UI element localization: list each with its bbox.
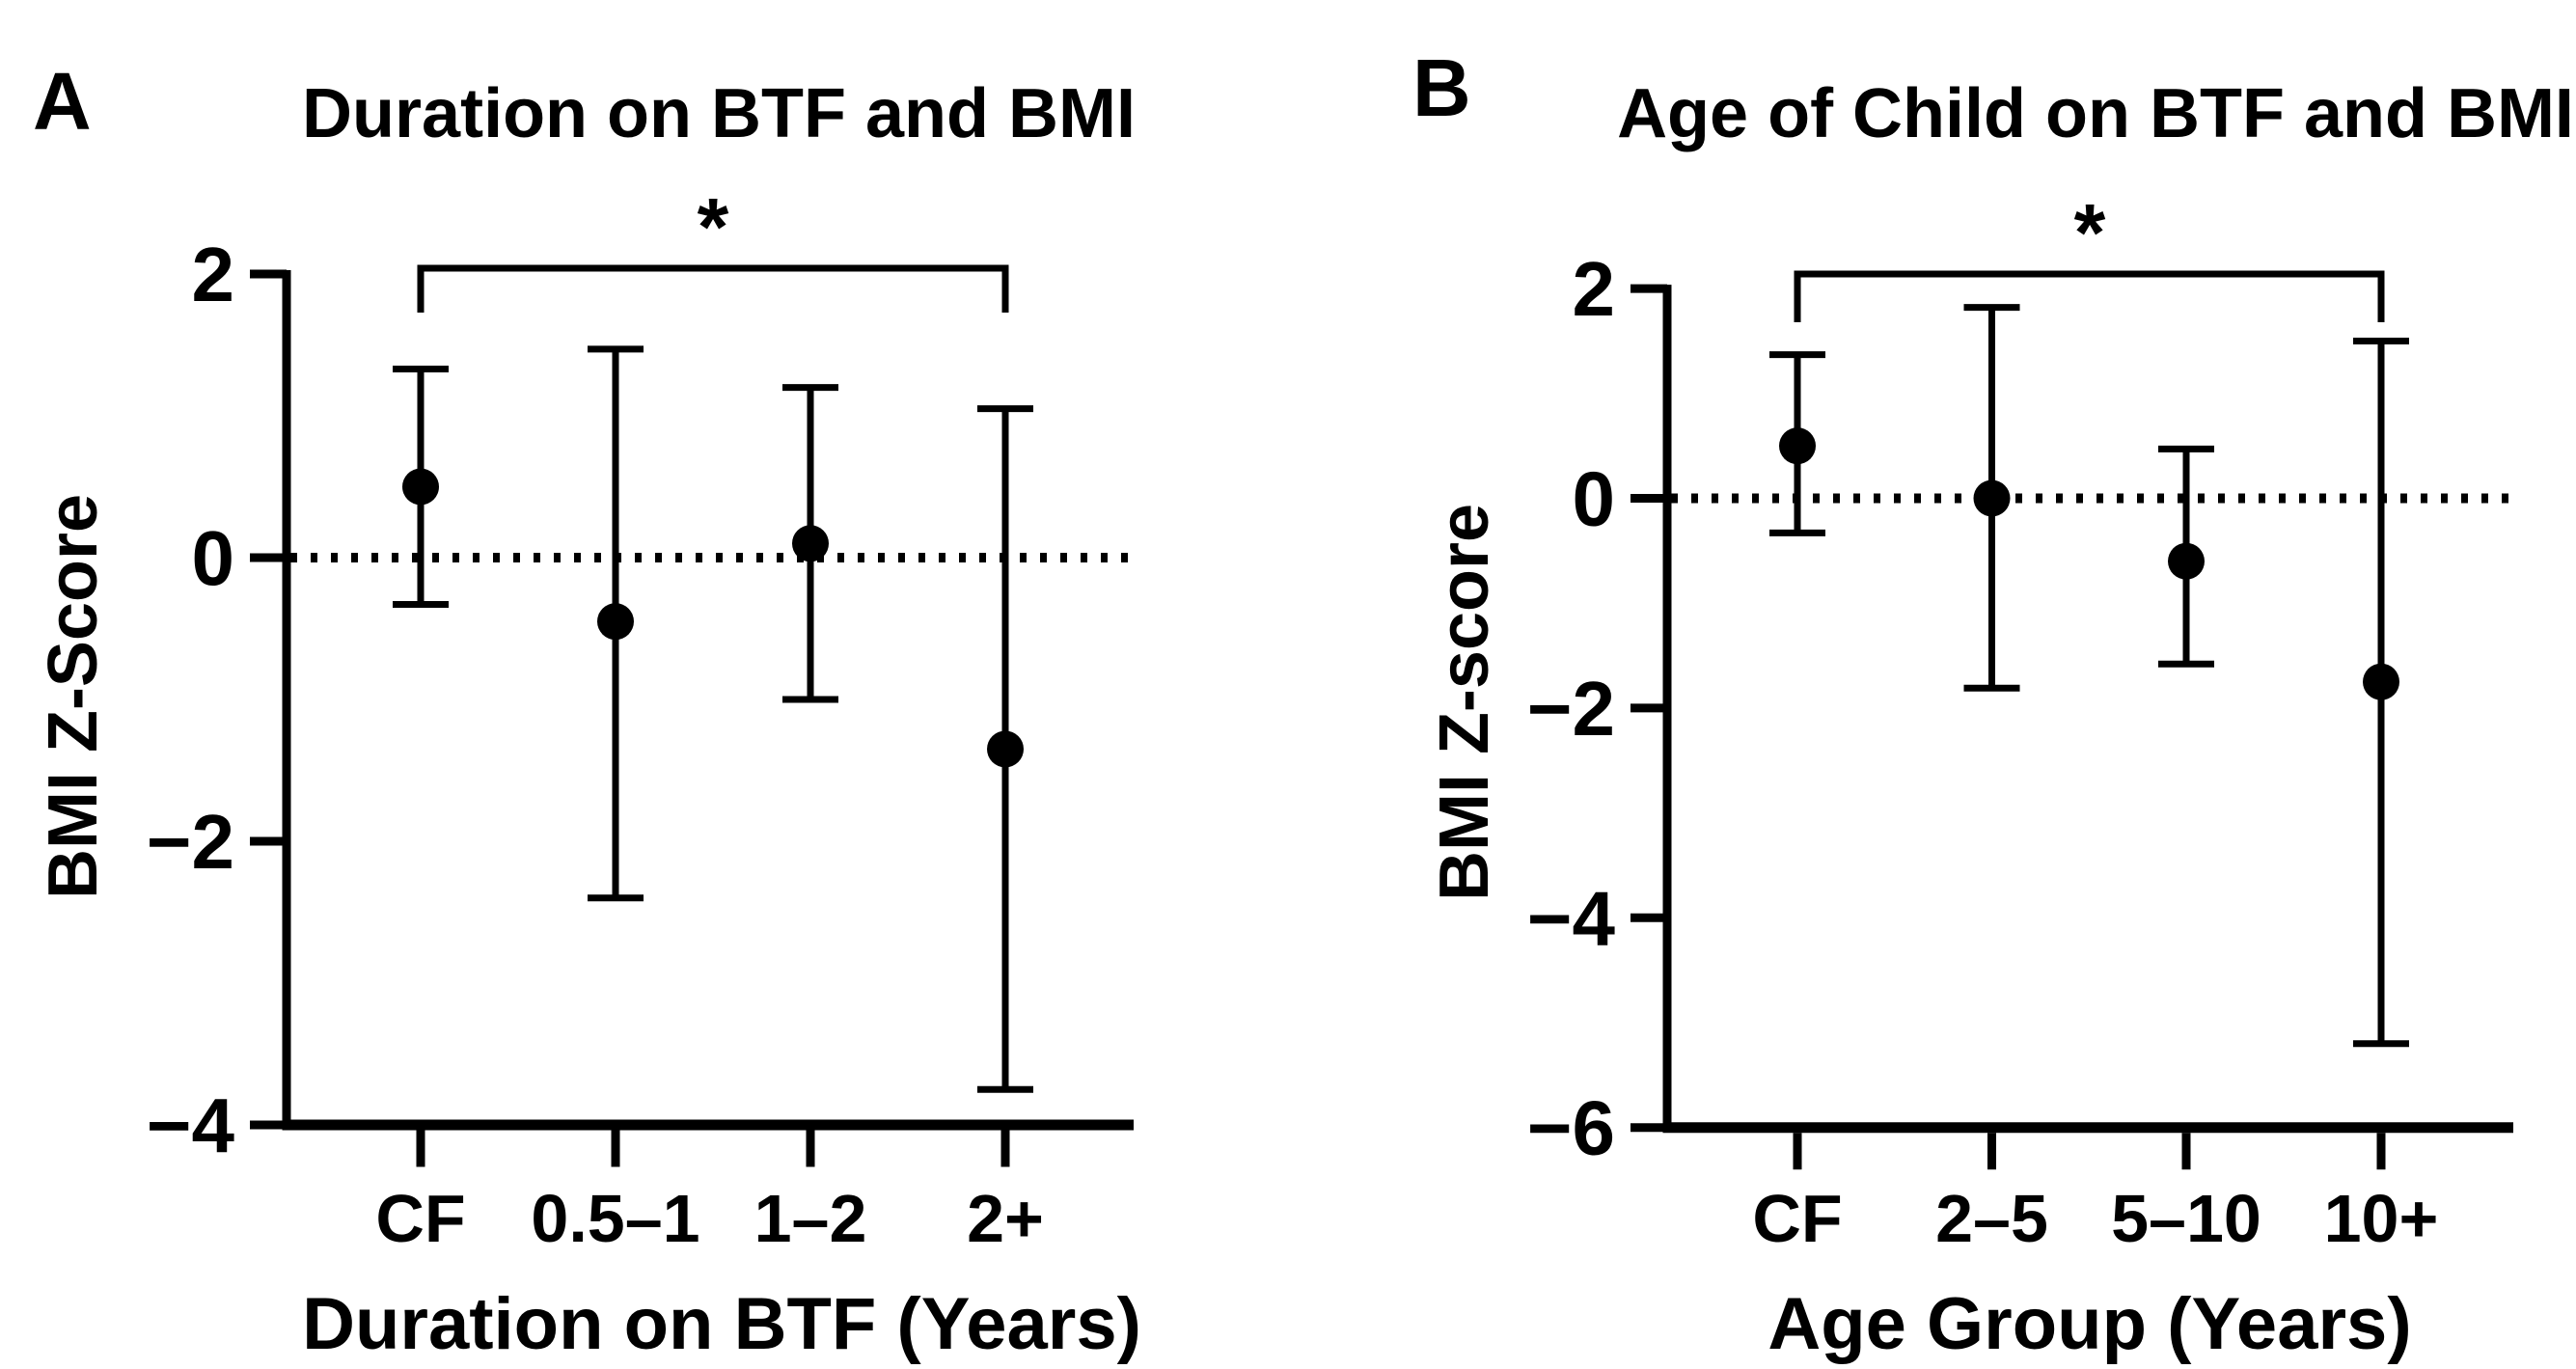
panel-a-x-axis-title: Duration on BTF (Years) xyxy=(302,1283,1141,1365)
panel-a-letter: A xyxy=(33,56,92,147)
y-tick-label: −4 xyxy=(1527,875,1616,961)
data-point-with-error-bar xyxy=(588,345,644,902)
mean-point xyxy=(1973,479,2011,517)
panel-b-plot-area: 2 0 −2 −4 −6 CF 2–5 5–10 10+ xyxy=(1527,246,2520,1256)
y-tick-label: 0 xyxy=(1573,456,1616,542)
data-point-with-error-bar xyxy=(393,365,449,609)
panel-a-y-axis-label: BMI Z-Score xyxy=(35,494,112,899)
y-tick-label: 2 xyxy=(1573,246,1616,332)
y-tick-label: −2 xyxy=(147,799,234,885)
panel-a-plot-area: 2 0 −2 −4 CF 0.5–1 1–2 2+ xyxy=(147,232,1140,1256)
x-tick-label: CF xyxy=(1752,1181,1842,1256)
panel-b-x-axis-title: Age Group (Years) xyxy=(1768,1283,2411,1365)
data-point-with-error-bar xyxy=(1963,304,2020,692)
data-point-with-error-bar xyxy=(782,384,838,703)
panel-b-title: Age of Child on BTF and BMI xyxy=(1617,75,2574,152)
y-tick-label: −2 xyxy=(1527,666,1615,752)
panel-a: A Duration on BTF and BMI BMI Z-Score Du… xyxy=(33,56,1141,1365)
x-tick-label: 2–5 xyxy=(1935,1181,2048,1256)
y-tick-label: −6 xyxy=(1527,1085,1615,1171)
data-point-with-error-bar xyxy=(2353,337,2409,1048)
panel-a-significance-star: * xyxy=(698,181,729,272)
mean-point xyxy=(987,730,1024,768)
y-tick-label: 2 xyxy=(192,232,235,317)
mean-point xyxy=(792,525,829,562)
data-point-with-error-bar xyxy=(2158,445,2214,668)
panel-b-letter: B xyxy=(1412,42,1471,133)
x-tick-label: 10+ xyxy=(2324,1181,2439,1256)
significance-bracket xyxy=(1794,270,2385,322)
mean-point xyxy=(2168,542,2205,580)
panel-b-significance-star: * xyxy=(2074,187,2106,278)
x-tick-label: 5–10 xyxy=(2111,1181,2261,1256)
x-tick-label: CF xyxy=(375,1181,465,1256)
y-tick-label: −4 xyxy=(147,1082,235,1168)
mean-point xyxy=(2363,663,2399,700)
panel-a-title: Duration on BTF and BMI xyxy=(302,75,1136,152)
mean-point xyxy=(402,468,439,506)
x-tick-label: 0.5–1 xyxy=(531,1181,699,1256)
mean-point xyxy=(597,603,634,641)
panel-b-y-axis-label: BMI Z-score xyxy=(1426,504,1503,901)
x-tick-label: 1–2 xyxy=(754,1181,867,1256)
significance-bracket xyxy=(417,264,1009,313)
y-tick-label: 0 xyxy=(192,515,235,601)
data-point-with-error-bar xyxy=(977,405,1033,1093)
mean-point xyxy=(1779,427,1816,465)
data-point-with-error-bar xyxy=(1769,351,1825,536)
x-tick-label: 2+ xyxy=(967,1181,1044,1256)
panel-b: B Age of Child on BTF and BMI BMI Z-scor… xyxy=(1412,42,2574,1365)
